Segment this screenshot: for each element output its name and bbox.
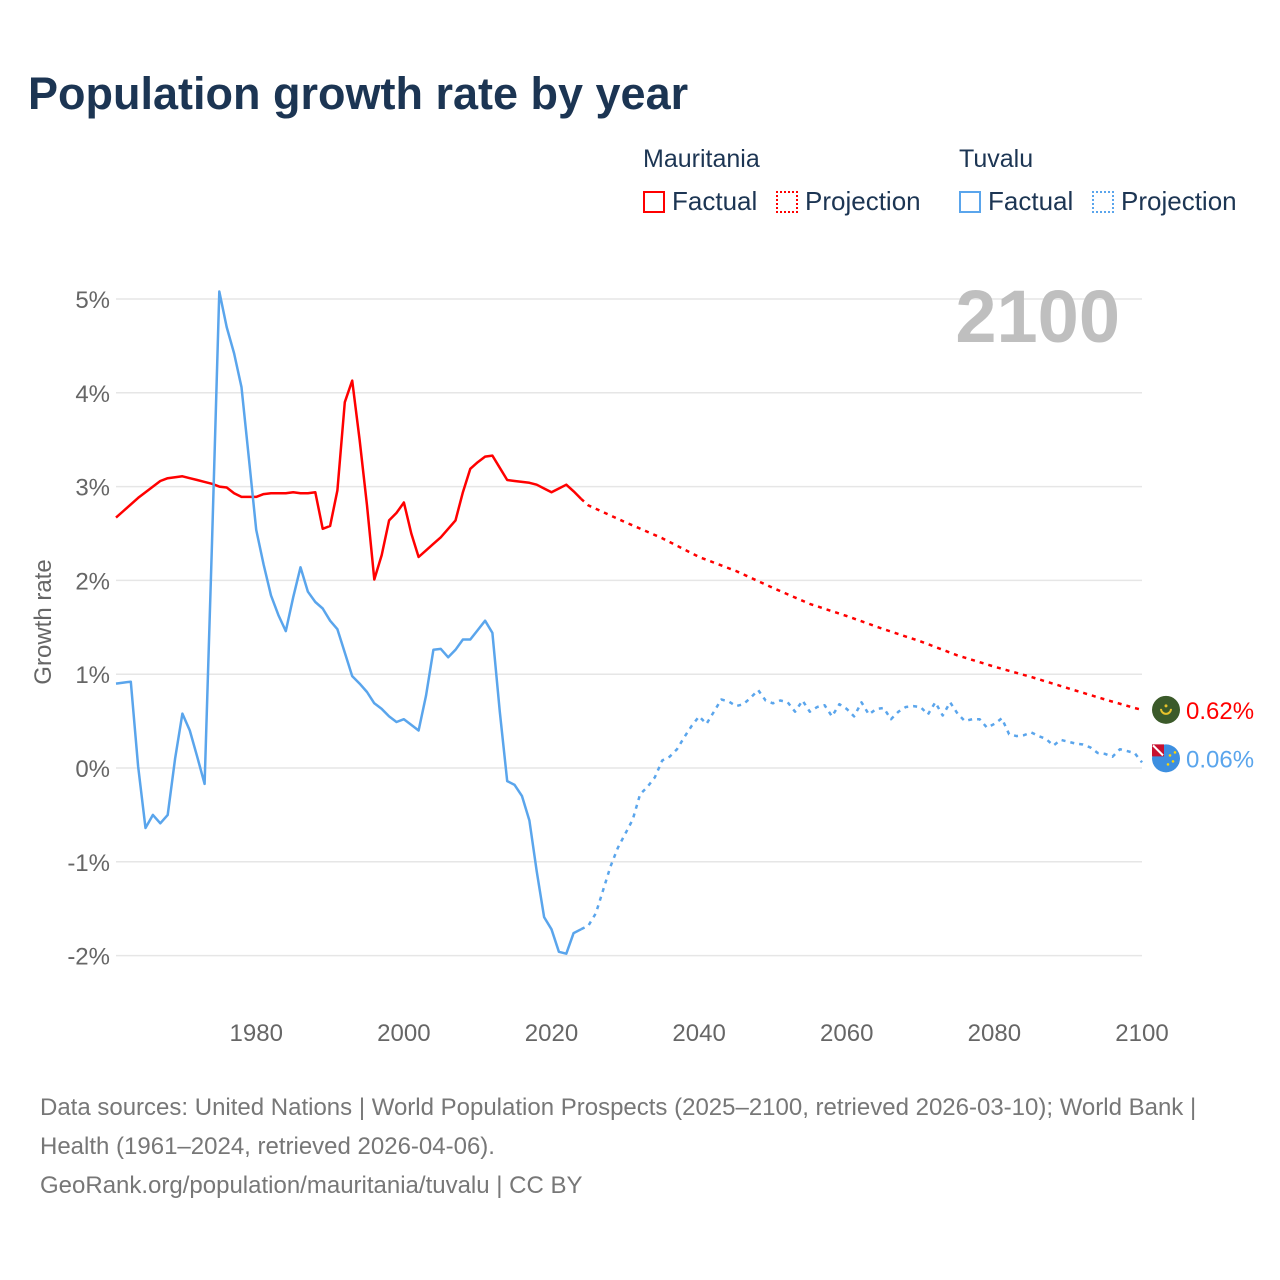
x-tick-label: 2060 [820, 1020, 873, 1047]
legend-tuvalu-projection[interactable]: Projection [1092, 186, 1237, 217]
x-tick-label: 2080 [968, 1020, 1021, 1047]
legend-label: Factual [988, 186, 1074, 216]
data-sources: Data sources: United Nations | World Pop… [40, 1094, 1197, 1160]
y-tick-label: 5% [75, 287, 110, 314]
legend-label: Projection [805, 186, 921, 216]
legend-mauritania-factual[interactable]: Factual [643, 186, 757, 217]
legend-swatch-solid [959, 190, 981, 213]
footer: Data sources: United Nations | World Pop… [40, 1088, 1240, 1205]
x-tick-label: 2100 [1115, 1020, 1168, 1047]
legend-swatch-solid [643, 190, 665, 213]
end-value-label: 0.06% [1186, 746, 1254, 773]
series-line-tuvalu-projection [580, 688, 1143, 931]
legend-swatch-dotted [1092, 190, 1114, 213]
y-tick-label: -1% [67, 850, 110, 877]
legend-tuvalu-factual[interactable]: Factual [959, 186, 1073, 217]
flag-tuvalu-icon [1152, 744, 1180, 773]
legend-label: Factual [672, 186, 758, 216]
y-tick-label: 3% [75, 475, 110, 502]
year-badge: 2100 [955, 275, 1120, 358]
legend-label: Projection [1121, 186, 1237, 216]
legend-group-tuvalu: Tuvalu [959, 145, 1034, 173]
legend-mauritania-projection[interactable]: Projection [776, 186, 921, 217]
y-tick-label: 4% [75, 381, 110, 408]
x-tick-label: 2020 [525, 1020, 578, 1047]
series-line-tuvalu-factual [115, 290, 582, 955]
x-tick-label: 1980 [230, 1020, 283, 1047]
y-axis-title: Growth rate [30, 559, 57, 684]
legend-group-mauritania: Mauritania [643, 145, 760, 173]
series-line-mauritania-projection [580, 497, 1143, 712]
y-tick-label: 0% [75, 756, 110, 783]
credit-link[interactable]: GeoRank.org/population/mauritania/tuvalu… [40, 1172, 583, 1199]
x-tick-label: 2040 [672, 1020, 725, 1047]
legend-swatch-dotted [776, 190, 798, 213]
series-line-mauritania-factual [115, 379, 582, 581]
y-tick-label: 1% [75, 662, 110, 689]
flag-mauritania-icon [1152, 695, 1180, 724]
chart-title: Population growth rate by year [28, 68, 689, 119]
end-value-label: 0.62% [1186, 698, 1254, 725]
y-tick-label: 2% [75, 568, 110, 595]
x-tick-label: 2000 [377, 1020, 430, 1047]
y-tick-label: -2% [67, 944, 110, 971]
